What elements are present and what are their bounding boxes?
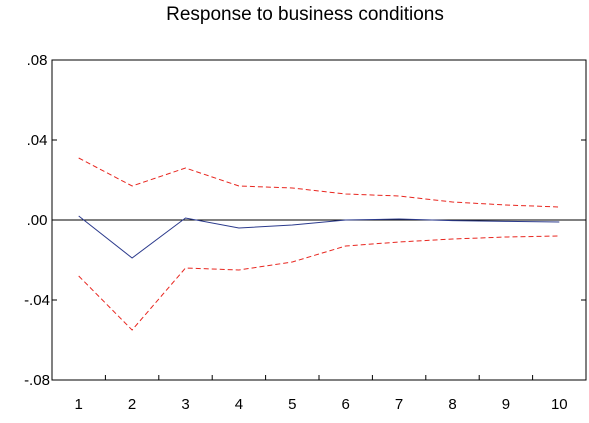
x-tick-label: 5 xyxy=(288,396,296,413)
chart-title: Response to business conditions xyxy=(166,4,444,25)
x-tick-label: 2 xyxy=(128,396,136,413)
x-tick-label: 10 xyxy=(551,396,568,413)
y-tick-label: -.08 xyxy=(24,372,50,389)
x-tick-label: 7 xyxy=(395,396,403,413)
x-tick-label: 6 xyxy=(342,396,350,413)
y-tick-label: .08 xyxy=(27,52,48,69)
x-tick-label: 9 xyxy=(502,396,510,413)
x-tick-label: 1 xyxy=(75,396,83,413)
x-tick-label: 4 xyxy=(235,396,243,413)
series-line-response xyxy=(78,215,560,259)
series-line-lower-band xyxy=(78,235,560,331)
y-tick-label: .04 xyxy=(27,132,48,149)
x-tick-label: 3 xyxy=(181,396,189,413)
y-tick-label: .00 xyxy=(27,212,48,229)
y-tick-label: -.04 xyxy=(24,292,50,309)
series-line-upper-band xyxy=(78,157,560,208)
x-tick-label: 8 xyxy=(448,396,456,413)
